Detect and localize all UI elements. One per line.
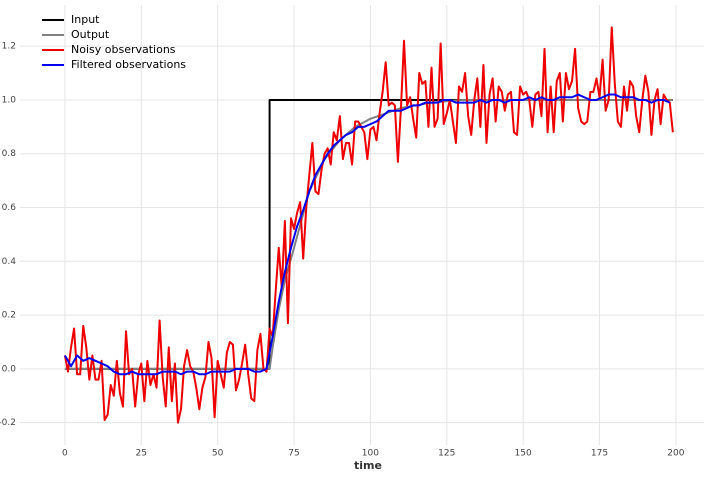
legend-label: Noisy observations: [71, 43, 176, 56]
series-line: [63, 26, 674, 424]
plot-lines: [63, 26, 674, 424]
y-tick-label: 0.2: [2, 311, 16, 321]
legend-label: Output: [71, 28, 110, 41]
y-tick-label: 0.4: [2, 257, 17, 267]
x-axis-label: time: [354, 459, 382, 472]
y-tick-label: 0.0: [2, 364, 17, 374]
legend-label: Input: [71, 13, 100, 26]
x-tick-label: 125: [438, 449, 455, 459]
x-tick-label: 200: [667, 449, 684, 459]
grid: [20, 5, 704, 445]
x-tick-label: 100: [362, 449, 379, 459]
legend-label: Filtered observations: [71, 58, 186, 71]
y-tick-label: -0.2: [0, 418, 16, 428]
legend: Input Output Noisy observations Filtered…: [42, 13, 186, 71]
x-tick-label: 150: [515, 449, 532, 459]
y-tick-label: 0.8: [2, 149, 17, 159]
y-tick-label: 0.6: [2, 203, 17, 213]
x-tick-label: 75: [288, 449, 299, 459]
x-tick-label: 0: [62, 449, 68, 459]
y-tick-label: 1.2: [2, 42, 16, 52]
y-tick-label: 1.0: [2, 95, 17, 105]
series-line: [64, 93, 671, 376]
series-line: [64, 98, 673, 370]
x-tick-label: 175: [591, 449, 608, 459]
x-tick-label: 25: [136, 449, 147, 459]
x-tick-label: 50: [212, 449, 224, 459]
